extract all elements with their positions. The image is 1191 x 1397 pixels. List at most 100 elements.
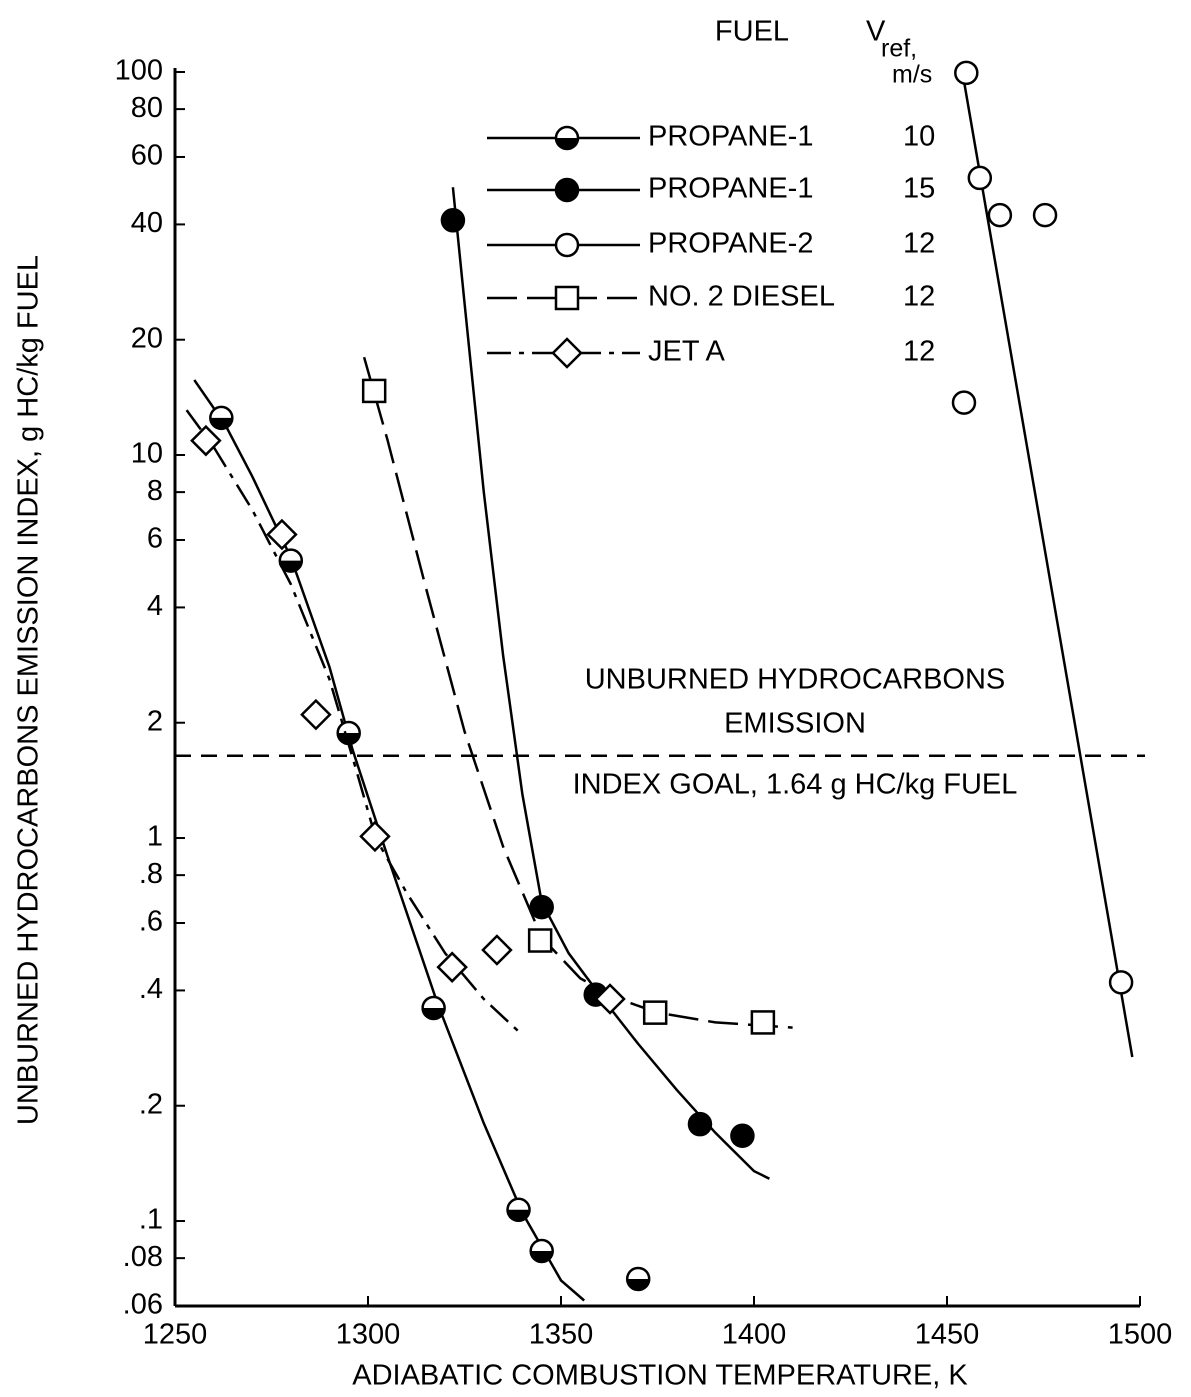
- marker: [278, 548, 304, 573]
- marker: [954, 60, 979, 86]
- marker: [529, 1238, 554, 1264]
- marker-shape: [361, 378, 387, 404]
- marker-shape: [359, 820, 391, 853]
- x-tick-label: 1400: [722, 1319, 787, 1351]
- marker: [967, 165, 993, 191]
- legend-label: PROPANE-1: [648, 173, 813, 205]
- y-tick-label: 2: [147, 705, 163, 737]
- marker-shape: [440, 208, 466, 233]
- marker: [951, 390, 977, 415]
- x-tick-label: 1350: [529, 1319, 594, 1351]
- marker: [551, 337, 583, 369]
- marker: [359, 820, 391, 853]
- x-axis-label: ADIABATIC COMBUSTION TEMPERATURE, K: [352, 1360, 968, 1392]
- marker-shape: [750, 1010, 776, 1035]
- y-tick-label: 80: [131, 92, 163, 124]
- marker-shape: [527, 928, 553, 953]
- annotation: UNBURNED HYDROCARBONS: [585, 664, 1006, 696]
- marker: [436, 951, 468, 983]
- fit-curve: [193, 379, 586, 1302]
- marker: [642, 1000, 668, 1025]
- legend-header: m/s: [892, 61, 932, 89]
- marker: [336, 720, 361, 746]
- y-tick-label: .8: [139, 858, 163, 890]
- marker-shape: [436, 951, 468, 983]
- marker: [266, 518, 298, 551]
- y-tick-label: .06: [123, 1289, 163, 1321]
- marker-shape: [266, 518, 298, 551]
- marker-shape: [554, 285, 580, 311]
- marker-shape: [967, 165, 993, 191]
- marker-shape: [300, 698, 332, 731]
- y-tick-label: 40: [131, 207, 163, 239]
- marker: [481, 934, 513, 966]
- marker: [1032, 202, 1058, 228]
- legend-vref: 15: [903, 173, 935, 205]
- marker: [361, 378, 387, 404]
- legend-header: FUEL: [715, 16, 789, 48]
- marker-shape: [481, 934, 513, 966]
- y-tick-label: 100: [115, 55, 163, 87]
- marker-shape: [954, 60, 979, 86]
- legend-label: PROPANE-2: [648, 228, 813, 260]
- x-tick-label: 1300: [336, 1319, 401, 1351]
- marker-shape: [987, 202, 1013, 228]
- marker-shape: [1032, 202, 1058, 228]
- x-tick-label: 1250: [143, 1319, 208, 1351]
- marker: [687, 1111, 713, 1137]
- y-axis-label: UNBURNED HYDROCARBONS EMISSION INDEX, g …: [13, 255, 45, 1125]
- marker: [554, 177, 580, 203]
- legend-vref: 10: [903, 121, 935, 153]
- legend-vref: 12: [903, 281, 935, 313]
- marker: [554, 232, 580, 258]
- marker-shape: [554, 177, 580, 203]
- marker-half: [210, 417, 233, 429]
- marker: [209, 405, 234, 431]
- marker-half: [337, 733, 360, 744]
- marker-shape: [951, 390, 977, 415]
- x-tick-label: 1450: [915, 1319, 980, 1351]
- marker-shape: [554, 232, 580, 258]
- marker-half: [530, 1251, 553, 1263]
- legend-header: ref,: [881, 35, 917, 63]
- marker-shape: [730, 1123, 755, 1148]
- marker: [421, 995, 446, 1021]
- marker-half: [556, 138, 578, 149]
- marker: [440, 208, 466, 233]
- marker: [506, 1197, 531, 1223]
- marker: [730, 1123, 755, 1148]
- marker-half: [422, 1007, 445, 1019]
- y-tick-label: .4: [139, 973, 163, 1005]
- marker: [750, 1010, 776, 1035]
- legend-header: V: [866, 16, 886, 48]
- legend-vref: 12: [903, 336, 935, 368]
- annotation: INDEX GOAL, 1.64 g HC/kg FUEL: [573, 769, 1018, 801]
- marker-shape: [551, 337, 583, 369]
- legend-label: PROPANE-1: [648, 121, 813, 153]
- fit-curve: [961, 71, 1134, 1058]
- x-tick-label: 1500: [1108, 1319, 1173, 1351]
- y-tick-label: 20: [131, 322, 163, 354]
- legend-vref: 12: [903, 228, 935, 260]
- y-tick-label: 1: [147, 821, 163, 853]
- marker: [554, 285, 580, 311]
- marker-shape: [687, 1111, 713, 1137]
- marker: [529, 894, 554, 920]
- marker: [300, 698, 332, 731]
- y-tick-label: 6: [147, 523, 163, 555]
- marker-shape: [1108, 970, 1134, 995]
- y-tick-label: 60: [131, 140, 163, 172]
- marker-shape: [642, 1000, 668, 1025]
- fit-curve: [451, 187, 770, 1180]
- marker-shape: [594, 983, 626, 1015]
- y-tick-label: .08: [123, 1241, 163, 1273]
- y-tick-label: .2: [139, 1088, 163, 1120]
- marker: [527, 928, 553, 953]
- marker: [1108, 970, 1134, 995]
- y-tick-label: 4: [147, 590, 163, 622]
- marker-half: [627, 1278, 650, 1290]
- y-tick-label: 8: [147, 475, 163, 507]
- marker-half: [279, 560, 302, 572]
